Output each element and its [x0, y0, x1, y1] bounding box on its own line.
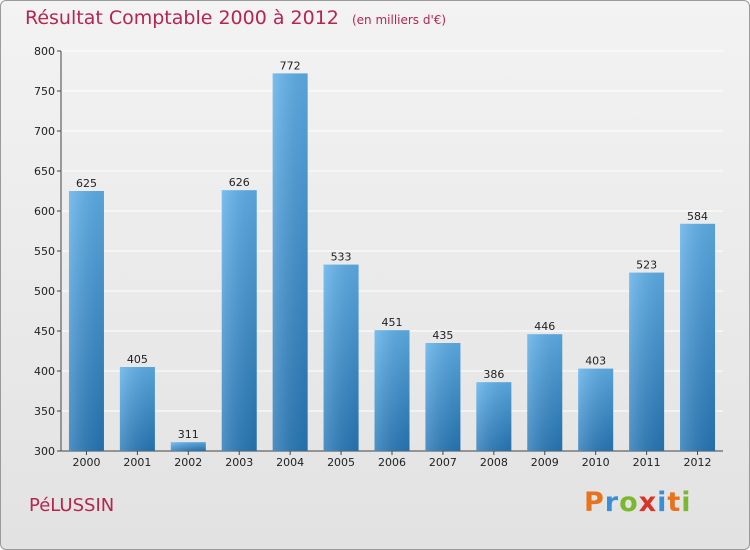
y-tick-label: 500: [34, 285, 55, 298]
bar-shade: [272, 73, 308, 452]
data-label: 772: [280, 59, 301, 72]
x-tick-label: 2000: [72, 456, 100, 469]
x-tick-label: 2004: [276, 456, 304, 469]
x-tick-label: 2007: [429, 456, 457, 469]
bar-2012: [680, 223, 716, 451]
logo-letter: i: [657, 487, 668, 518]
x-tick-label: 2012: [684, 456, 712, 469]
data-label: 584: [687, 210, 708, 223]
bar-2006: [374, 330, 410, 451]
bar-2005: [323, 264, 359, 451]
logo-letter: o: [619, 487, 639, 518]
y-tick-label: 300: [34, 445, 55, 458]
bar-shade: [476, 382, 512, 451]
x-tick-label: 2009: [531, 456, 559, 469]
data-label: 446: [534, 320, 555, 333]
y-tick-label: 800: [34, 45, 55, 58]
bar-2003: [221, 190, 257, 451]
y-tick-label: 650: [34, 165, 55, 178]
data-label: 523: [636, 259, 657, 272]
x-tick-label: 2005: [327, 456, 355, 469]
data-label: 435: [432, 329, 453, 342]
location-name: PéLUSSIN: [29, 495, 115, 516]
bar-2009: [527, 334, 563, 451]
bar-shade: [170, 442, 206, 451]
data-label: 626: [229, 176, 250, 189]
logo-letter: x: [638, 487, 658, 518]
chart-title: Résultat Comptable 2000 à 2012: [25, 7, 339, 29]
bar-shade: [680, 223, 716, 451]
bar-2001: [119, 367, 155, 451]
y-tick-label: 350: [34, 405, 55, 418]
data-label: 405: [127, 353, 148, 366]
title-row: Résultat Comptable 2000 à 2012 (en milli…: [25, 7, 446, 29]
data-label: 403: [585, 355, 606, 368]
bar-shade: [323, 264, 359, 451]
data-label: 386: [483, 368, 504, 381]
logo-letter: i: [681, 487, 692, 518]
labels: 300 350 400 450 500 550 600 650 700 750 800 625 2000…: [34, 45, 712, 469]
bar-2011: [629, 272, 665, 451]
bar-shade: [68, 191, 104, 451]
logo-letter: P: [584, 487, 605, 518]
y-tick-label: 550: [34, 245, 55, 258]
logo-letter: t: [667, 487, 682, 518]
data-label: 625: [76, 177, 97, 190]
bar-2010: [578, 368, 614, 451]
y-tick-label: 400: [34, 365, 55, 378]
bar-shade: [629, 272, 665, 451]
proxiti-logo[interactable]: Proxiti: [584, 487, 692, 518]
x-tick-label: 2008: [480, 456, 508, 469]
bar-shade: [374, 330, 410, 451]
data-label: 533: [331, 251, 352, 264]
logo-letter: r: [604, 487, 620, 518]
bars: [68, 73, 716, 452]
x-tick-label: 2002: [174, 456, 202, 469]
chart-subtitle: (en milliers d'€): [351, 13, 447, 27]
bar-2004: [272, 73, 308, 452]
bar-2007: [425, 343, 461, 451]
bar-shade: [578, 368, 614, 451]
data-label: 451: [382, 316, 403, 329]
x-tick-label: 2003: [225, 456, 253, 469]
x-tick-label: 2001: [123, 456, 151, 469]
bar-2008: [476, 382, 512, 451]
x-tick-label: 2006: [378, 456, 406, 469]
y-tick-label: 750: [34, 85, 55, 98]
bar-shade: [221, 190, 257, 451]
y-tick-label: 600: [34, 205, 55, 218]
x-tick-label: 2010: [582, 456, 610, 469]
bar-shade: [425, 343, 461, 451]
bar-shade: [119, 367, 155, 451]
y-tick-label: 700: [34, 125, 55, 138]
y-tick-label: 450: [34, 325, 55, 338]
x-tick-label: 2011: [633, 456, 661, 469]
bar-2002: [170, 442, 206, 451]
data-label: 311: [178, 428, 199, 441]
bar-shade: [527, 334, 563, 451]
bar-2000: [68, 191, 104, 451]
